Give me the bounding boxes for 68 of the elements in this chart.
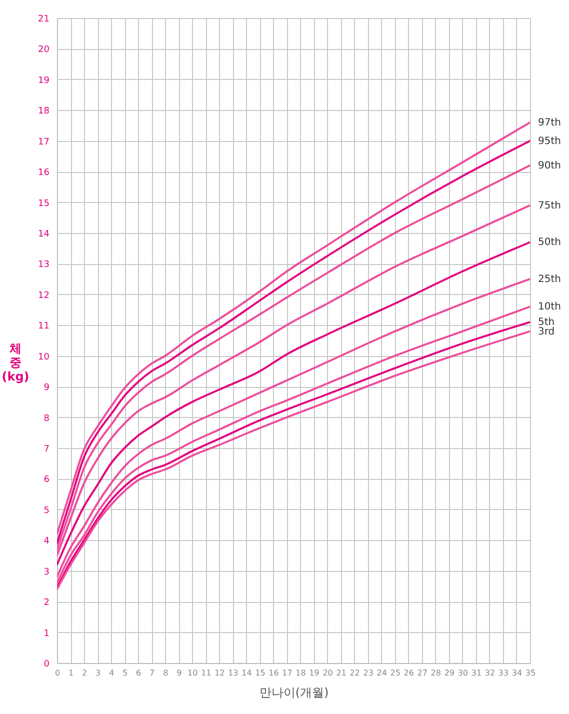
x-tick-label: 6 <box>136 668 142 678</box>
y-tick-label: 5 <box>44 506 50 516</box>
series-label: 10th <box>538 302 561 313</box>
x-tick-label: 10 <box>188 668 198 678</box>
y-axis-title: 체중(kg) <box>2 342 30 384</box>
x-tick-label: 8 <box>163 668 168 678</box>
y-tick-label: 0 <box>44 660 50 670</box>
series-label: 90th <box>538 160 561 172</box>
y-tick-label: 14 <box>38 230 50 240</box>
series-label: 95th <box>538 136 561 147</box>
x-tick-label: 2 <box>82 668 88 678</box>
x-tick-label: 5 <box>122 668 128 678</box>
x-tick-label: 24 <box>376 668 387 678</box>
x-tick-label: 35 <box>525 668 536 678</box>
y-tick-label: 9 <box>44 383 50 394</box>
x-tick-label: 11 <box>201 668 212 678</box>
x-tick-label: 14 <box>242 668 252 678</box>
x-tick-label: 32 <box>484 668 496 678</box>
x-tick-label: 27 <box>417 668 428 678</box>
x-tick-label: 0 <box>54 668 60 678</box>
y-tick-label: 19 <box>38 76 50 86</box>
y-tick-label: 2 <box>44 598 50 608</box>
series-label: 25th <box>538 274 561 286</box>
x-tick-label: 28 <box>430 668 441 678</box>
y-tick-label: 11 <box>38 322 50 332</box>
y-tick-label: 12 <box>38 290 50 301</box>
x-tick-label: 3 <box>95 668 101 678</box>
y-tick-label: 8 <box>44 414 50 424</box>
x-tick-label: 22 <box>350 668 360 678</box>
x-tick-label: 19 <box>309 668 320 678</box>
y-tick-label: 3 <box>44 567 50 578</box>
x-tick-label: 30 <box>458 668 468 678</box>
y-tick-label: 20 <box>38 45 50 56</box>
y-tick-label: 16 <box>38 168 50 178</box>
series-label: 50th <box>538 237 561 248</box>
y-tick-label: 21 <box>38 14 50 24</box>
x-tick-label: 18 <box>296 668 306 678</box>
y-tick-label: 13 <box>38 260 50 270</box>
x-tick-label: 15 <box>255 668 266 678</box>
x-tick-label: 25 <box>390 668 400 678</box>
x-tick-label: 9 <box>176 668 182 678</box>
x-tick-label: 26 <box>404 668 414 678</box>
x-tick-label: 33 <box>498 668 509 678</box>
x-tick-label: 23 <box>363 668 374 678</box>
x-tick-label: 1 <box>68 668 74 678</box>
x-tick-label: 31 <box>471 668 482 678</box>
y-tick-label: 1 <box>44 628 50 639</box>
x-axis-title: 만나이(개월) <box>259 686 329 700</box>
y-tick-label: 10 <box>38 352 50 362</box>
series-label: 75th <box>538 200 561 212</box>
x-tick-label: 29 <box>444 668 455 678</box>
y-tick-label: 7 <box>44 444 50 454</box>
y-tick-label: 4 <box>44 536 50 547</box>
x-tick-label: 20 <box>322 668 333 678</box>
x-tick-label: 13 <box>228 668 238 678</box>
series-label: 97th <box>538 117 561 128</box>
y-tick-label: 18 <box>38 106 50 117</box>
y-tick-label: 17 <box>38 137 50 148</box>
y-tick-label: 15 <box>38 198 50 209</box>
x-tick-label: 21 <box>336 668 346 678</box>
x-tick-label: 17 <box>282 668 292 678</box>
x-tick-label: 12 <box>214 668 225 678</box>
series-label: 3rd <box>538 326 555 338</box>
x-tick-label: 16 <box>268 668 279 678</box>
x-tick-label: 7 <box>150 668 155 678</box>
y-tick-label: 6 <box>44 475 50 486</box>
x-tick-label: 34 <box>512 668 522 678</box>
x-tick-label: 4 <box>109 668 114 678</box>
